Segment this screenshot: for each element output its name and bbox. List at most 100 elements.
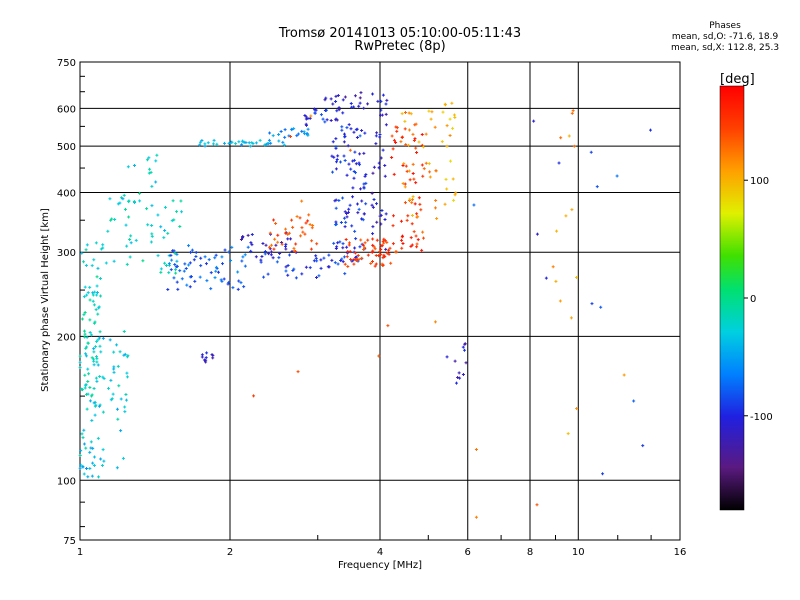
data-point	[366, 102, 370, 106]
data-point	[84, 352, 88, 356]
data-point	[451, 177, 455, 181]
data-point	[344, 238, 348, 242]
x-axis-ticks: 1 2 4 6 8 10 16	[77, 535, 687, 558]
data-point	[101, 375, 105, 379]
data-point	[209, 287, 213, 291]
data-point	[324, 108, 328, 112]
data-point	[340, 128, 344, 132]
data-point	[159, 267, 163, 271]
data-point	[381, 148, 385, 152]
data-point	[343, 159, 347, 163]
data-point	[286, 273, 290, 277]
data-point	[335, 109, 339, 113]
data-point	[312, 259, 316, 263]
data-point	[304, 115, 308, 119]
data-point	[379, 108, 383, 112]
data-point	[378, 132, 382, 136]
data-point	[163, 261, 167, 265]
data-point	[404, 110, 408, 114]
data-point	[376, 99, 380, 103]
data-point	[170, 219, 174, 223]
data-point	[221, 262, 225, 266]
data-point	[149, 170, 153, 174]
data-point	[355, 202, 359, 206]
data-point	[352, 158, 356, 162]
data-point	[264, 143, 268, 147]
data-point	[284, 227, 288, 231]
data-point	[254, 141, 258, 145]
data-point	[180, 277, 184, 281]
data-point	[346, 264, 350, 268]
data-point	[133, 164, 137, 168]
data-point	[352, 176, 356, 180]
data-point	[310, 239, 314, 243]
data-point	[359, 238, 363, 242]
data-point	[277, 139, 281, 143]
data-point	[85, 407, 89, 411]
data-point	[337, 199, 341, 203]
data-point	[411, 172, 415, 176]
data-point	[427, 109, 431, 113]
data-point	[150, 204, 154, 208]
data-point	[357, 257, 361, 261]
data-point	[417, 140, 421, 144]
data-point	[278, 252, 282, 256]
data-point	[96, 436, 100, 440]
data-point	[352, 262, 356, 266]
x-tick-label: 8	[527, 547, 533, 558]
data-point	[210, 353, 214, 357]
x-tick-label: 16	[674, 547, 687, 558]
data-point	[296, 370, 300, 374]
data-point	[125, 375, 129, 379]
data-point	[384, 212, 388, 216]
data-point	[95, 275, 99, 279]
data-point	[464, 361, 468, 365]
data-point	[356, 211, 360, 215]
data-point	[80, 317, 84, 321]
y-tick-label: 300	[57, 248, 76, 259]
data-point	[380, 208, 384, 212]
data-point	[306, 133, 310, 137]
data-point	[336, 154, 340, 158]
data-point	[237, 140, 241, 144]
data-point	[94, 308, 98, 312]
data-point	[304, 221, 308, 225]
data-point	[183, 262, 187, 266]
data-point	[355, 135, 359, 139]
data-point	[312, 107, 316, 111]
data-point	[109, 378, 113, 382]
phases-x-mode: mean, sd,X: 112.8, 25.3	[670, 43, 780, 53]
data-point	[360, 128, 364, 132]
data-point	[359, 91, 363, 95]
data-point	[83, 329, 87, 333]
data-point	[334, 146, 338, 150]
data-point	[353, 94, 357, 98]
data-point	[90, 356, 94, 360]
data-point	[79, 463, 83, 467]
data-point	[571, 109, 575, 113]
data-point	[199, 256, 203, 260]
data-point	[342, 216, 346, 220]
data-point	[458, 376, 462, 380]
data-point	[375, 238, 379, 242]
data-point	[202, 358, 206, 362]
data-point	[284, 265, 288, 269]
data-point	[374, 262, 378, 266]
data-point	[273, 237, 277, 241]
data-point	[443, 103, 447, 107]
data-point	[292, 127, 296, 131]
data-point	[352, 130, 356, 134]
data-point	[275, 260, 279, 264]
data-point	[370, 260, 374, 264]
data-point	[83, 310, 87, 314]
data-point	[410, 201, 414, 205]
data-point	[377, 254, 381, 258]
data-point	[90, 419, 94, 423]
data-point	[380, 113, 384, 117]
data-point	[335, 160, 339, 164]
data-point	[433, 206, 437, 210]
data-point	[87, 372, 91, 376]
data-point	[276, 233, 280, 237]
data-point	[416, 215, 420, 219]
